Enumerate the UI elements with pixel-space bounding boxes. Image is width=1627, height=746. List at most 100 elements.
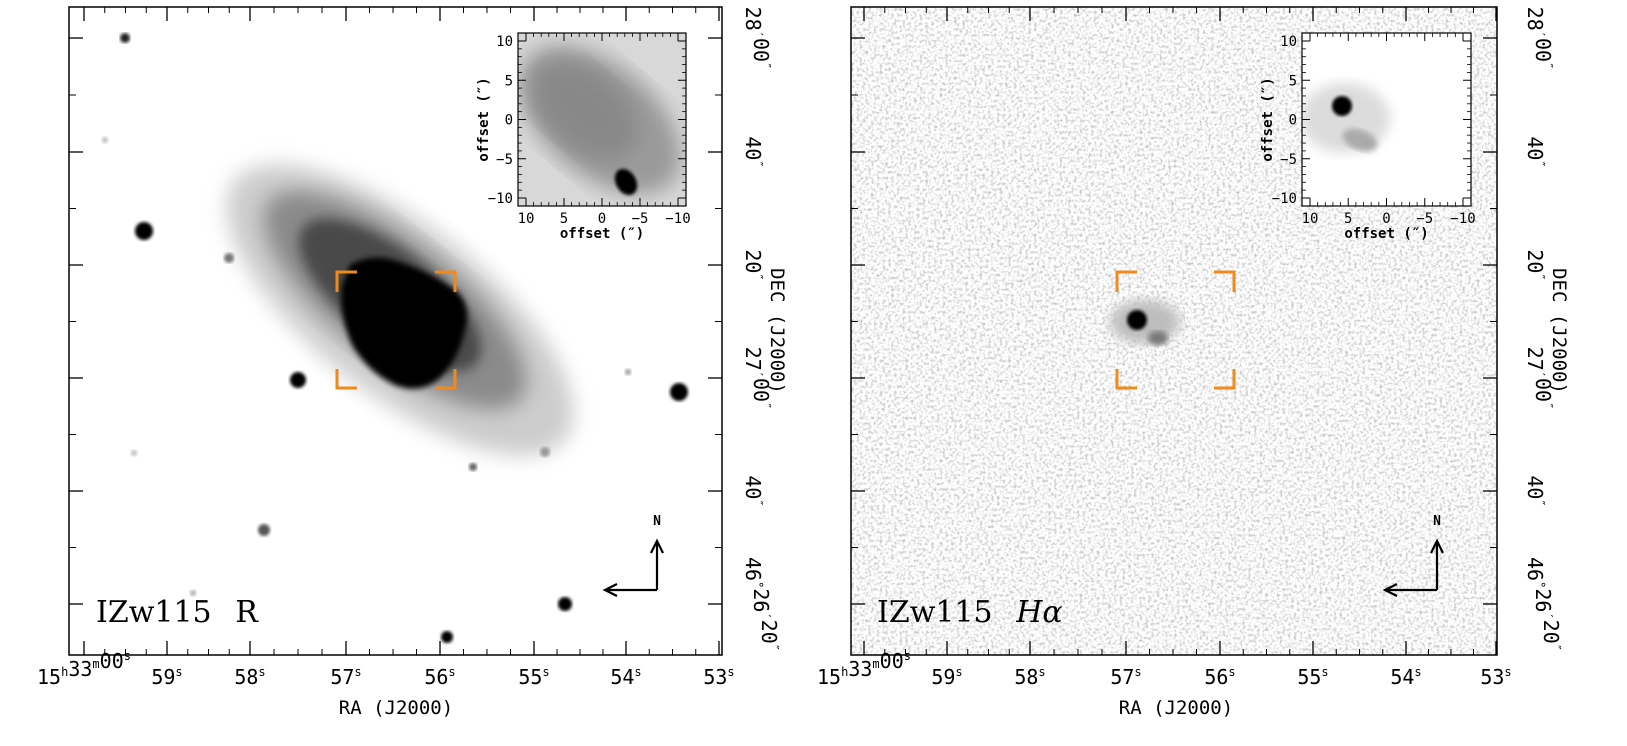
inset-xtick-label: −10 [665, 211, 690, 227]
svg-text:IZw115 R: IZw115 R [96, 595, 259, 630]
tick-unit: m [872, 657, 879, 671]
inset-xtick-label: −5 [1416, 211, 1433, 227]
tick-unit: s [175, 665, 182, 679]
east-arrow [602, 583, 657, 597]
tick-unit: s [1228, 665, 1235, 679]
ra-tick-label: 59s [151, 665, 182, 689]
field-star [120, 33, 130, 43]
field-star [258, 524, 270, 536]
svg-text:IZw115 Hα: IZw115 Hα [877, 595, 1063, 630]
field-star [469, 463, 477, 471]
tick-value: 20 [757, 620, 781, 644]
tick-unit: s [1038, 665, 1045, 679]
tick-value: 59 [931, 665, 955, 689]
tick-unit: ′ [751, 371, 765, 378]
inset-xtick-label: 0 [1382, 211, 1390, 227]
tick-unit: s [1134, 665, 1141, 679]
tick-unit: ″ [751, 160, 765, 167]
region-brackets [335, 270, 457, 390]
inset-xtick-label: 5 [560, 211, 568, 227]
ra-tick-label: 54s [610, 665, 641, 689]
tick-unit: s [124, 649, 131, 663]
tick-value: 40 [1523, 136, 1547, 160]
compass: N [602, 514, 664, 597]
inset-ytick-label: 5 [1289, 73, 1297, 89]
inset-ytick-label: 5 [505, 73, 513, 89]
halpha-knot [1127, 310, 1147, 330]
halpha-knot-south [1148, 331, 1168, 345]
tick-value: 40 [741, 475, 765, 499]
inset-xtick-label: 10 [1302, 211, 1319, 227]
tick-unit: ″ [767, 644, 781, 651]
tick-value: 46 [1523, 557, 1547, 581]
tick-unit: ″ [759, 402, 773, 409]
field-star [441, 631, 453, 643]
tick-unit: h [841, 665, 848, 679]
galaxy-core [341, 257, 468, 389]
tick-unit: s [258, 665, 265, 679]
tick-value: 27 [741, 347, 765, 371]
tick-value: 15 [37, 665, 61, 689]
tick-unit: ″ [751, 499, 765, 506]
north-label: N [653, 514, 661, 529]
tick-value: 20 [1539, 620, 1563, 644]
tick-unit: s [634, 665, 641, 679]
tick-unit: s [1504, 665, 1511, 679]
inset-xlabel: offset (″) [1344, 226, 1428, 242]
x-axis-label: RA (J2000) [1119, 697, 1233, 719]
tick-unit: s [955, 665, 962, 679]
tick-value: 40 [1523, 475, 1547, 499]
ra-tick-label: 56s [424, 665, 455, 689]
ra-tick-label: 58s [1014, 665, 1045, 689]
dec-tick-label: 40″ [1523, 475, 1547, 506]
field-star [625, 369, 631, 375]
tick-value: 54 [1390, 665, 1414, 689]
tick-value: 27 [1523, 347, 1547, 371]
tick-unit: ″ [1541, 62, 1555, 69]
panel-label-band: R [235, 595, 259, 630]
tick-value: 53 [703, 665, 727, 689]
tick-value: 58 [1014, 665, 1038, 689]
field-star [290, 372, 306, 388]
tick-unit: s [448, 665, 455, 679]
tick-value: 58 [234, 665, 258, 689]
tick-unit: ″ [1533, 273, 1547, 280]
tick-unit: s [904, 649, 911, 663]
tick-unit: ° [751, 581, 765, 588]
inset-ytick-label: 10 [496, 34, 513, 50]
tick-unit: ′ [1533, 371, 1547, 378]
inset-xtick-label: 10 [518, 211, 535, 227]
field-star [131, 450, 137, 456]
dec-tick-label: 28′00″ [741, 7, 773, 70]
tick-unit: ′ [1533, 31, 1547, 38]
tick-value: 57 [330, 665, 354, 689]
inset-xtick-label: 0 [598, 211, 606, 227]
y-axis-label: DEC (J2000) [1548, 268, 1570, 394]
north-arrow [650, 538, 664, 590]
inset-ytick-label: 10 [1280, 34, 1297, 50]
field-star [135, 222, 153, 240]
tick-unit: ″ [751, 273, 765, 280]
x-axis-label: RA (J2000) [339, 697, 453, 719]
inset-ytick-label: −10 [1272, 191, 1297, 207]
dec-tick-label: 40″ [741, 136, 765, 167]
inset-ytick-label: 0 [1289, 113, 1297, 129]
inset-ylabel: offset (″) [476, 77, 492, 161]
compass: N [1382, 514, 1444, 597]
inset-ylabel: offset (″) [1260, 77, 1276, 161]
field-star [190, 590, 196, 596]
inset-ytick-label: −10 [488, 191, 513, 207]
tick-value: 20 [741, 249, 765, 273]
tick-value: 28 [741, 7, 765, 31]
dec-tick-label: 46°26′20″ [1523, 557, 1563, 651]
dec-tick-label: 27′00″ [741, 347, 773, 410]
tick-value: 26 [1531, 588, 1555, 612]
tick-value: 56 [1204, 665, 1228, 689]
inset-r-band: 10 10 5 5 0 0 −5 −5 −10 −10 offset (″) offset (″) [476, 32, 691, 242]
field-star [540, 447, 550, 457]
tick-unit: ′ [1541, 612, 1555, 619]
dec-tick-label: 20″ [1523, 249, 1547, 280]
inset-xtick-label: −5 [632, 211, 649, 227]
